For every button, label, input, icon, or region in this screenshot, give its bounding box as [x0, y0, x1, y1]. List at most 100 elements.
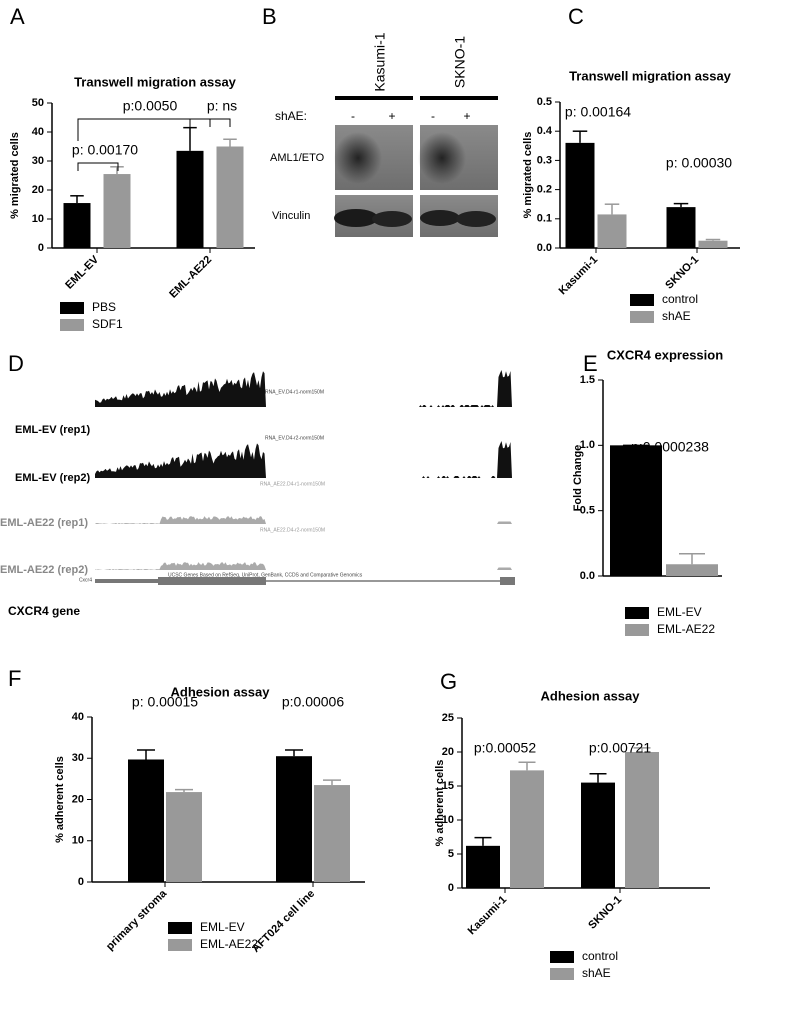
bar — [63, 203, 91, 248]
y-axis-title: % migrated cells — [522, 132, 534, 219]
y-tick-label: 20 — [72, 793, 84, 805]
annotation: p: 0.00170 — [72, 142, 138, 158]
y-axis-title: % migrated cells — [9, 132, 21, 219]
y-tick-label: 40 — [32, 126, 44, 138]
bar — [216, 146, 244, 248]
genome-tracks: EML-EV (rep1) EML-EV (rep2) EML-AE22 (re… — [0, 370, 515, 618]
bar — [597, 214, 627, 248]
blot: Kasumi-1 SKNO-1 shAE: - + - + AML1/ETO V… — [270, 32, 498, 237]
legend-swatch — [625, 624, 649, 636]
y-tick-label: 40 — [72, 711, 84, 723]
x-tick-label: AFT024 cell line — [250, 888, 317, 955]
x-tick-label: Kasumi-1 — [557, 254, 601, 298]
legend-label: EML-AE22 — [200, 937, 258, 951]
y-tick-label: 0.3 — [537, 154, 552, 166]
legend-label: EML-EV — [657, 605, 702, 619]
chart-title: Adhesion assay — [541, 688, 641, 703]
bracket — [77, 118, 211, 141]
y-axis-title: % adherent cells — [434, 760, 446, 847]
band — [418, 132, 466, 184]
bar — [581, 782, 615, 888]
x-tick-label: EML-AE22 — [167, 254, 214, 301]
chart-title: Transwell migration assay — [569, 68, 732, 83]
track-label: EML-AE22 (rep2) — [0, 564, 88, 576]
band — [420, 210, 460, 226]
x-tick-label: SKNO-1 — [586, 894, 624, 932]
band — [372, 211, 412, 227]
y-axis-title: % adherent cells — [54, 756, 66, 843]
legend-swatch — [168, 939, 192, 951]
coverage-track — [95, 516, 515, 524]
bar — [103, 174, 131, 248]
annotation: p: ns — [207, 98, 237, 114]
track-label: EML-EV (rep2) — [15, 472, 91, 484]
panel-letter: G — [440, 669, 457, 694]
y-tick-label: 0.0 — [580, 570, 595, 582]
bar — [166, 792, 202, 882]
bracket — [189, 118, 231, 127]
track-name: RNA_AE22.D4-r1-norm150M — [260, 481, 325, 487]
chart-title: Adhesion assay — [171, 684, 271, 699]
annotation: p:0.00052 — [474, 740, 536, 756]
y-tick-label: 0.5 — [537, 96, 552, 108]
band — [334, 132, 382, 184]
band — [334, 209, 378, 227]
y-tick-label: 0.5 — [580, 505, 595, 517]
bracket — [77, 162, 119, 171]
bar — [666, 564, 718, 576]
gene-exon — [500, 577, 515, 585]
legend-swatch — [550, 968, 574, 980]
bar — [610, 445, 662, 576]
legend-swatch — [168, 922, 192, 934]
annotation: p: 0.00030 — [666, 155, 732, 171]
y-tick-label: 0.1 — [537, 213, 552, 225]
coverage-track — [95, 441, 515, 478]
y-tick-label: 1.5 — [580, 374, 595, 386]
y-tick-label: 20 — [442, 746, 454, 758]
x-tick-label: SKNO-1 — [663, 254, 701, 292]
annotation: p:0.00006 — [282, 694, 344, 710]
y-tick-label: 0 — [38, 242, 44, 254]
chart-title: CXCR4 expression — [607, 347, 723, 362]
legend-swatch — [625, 607, 649, 619]
legend-label: control — [662, 292, 698, 306]
legend-swatch — [630, 311, 654, 323]
band — [456, 211, 496, 227]
track-label: EML-AE22 (rep1) — [0, 517, 88, 529]
y-tick-label: 10 — [72, 835, 84, 847]
legend-swatch — [60, 302, 84, 314]
bar — [128, 759, 164, 882]
column-bar — [335, 96, 413, 100]
coverage-track — [95, 370, 515, 407]
gene-track-name: UCSC Genes Based on RefSeq, UniProt, Gen… — [168, 572, 363, 578]
legend-label: SDF1 — [92, 317, 123, 331]
y-tick-label: 20 — [32, 184, 44, 196]
panel-letter: A — [10, 4, 25, 29]
bar — [466, 845, 500, 888]
y-tick-label: 50 — [32, 97, 44, 109]
lane-label: - — [351, 109, 355, 123]
y-tick-label: 15 — [442, 780, 454, 792]
y-tick-label: 10 — [32, 213, 44, 225]
y-tick-label: 30 — [32, 155, 44, 167]
legend-label: shAE — [582, 966, 611, 980]
legend-swatch — [550, 951, 574, 963]
track-label: EML-EV (rep1) — [15, 424, 91, 436]
annotation: p:0.00721 — [589, 740, 651, 756]
annotation: p: 0.00164 — [565, 104, 631, 120]
annotation: p:0.0050 — [123, 98, 178, 114]
y-tick-label: 25 — [442, 712, 454, 724]
coverage-track — [95, 562, 515, 570]
y-axis-title: Fold Change — [572, 445, 584, 512]
y-tick-label: 0.2 — [537, 184, 552, 196]
x-tick-label: Kasumi-1 — [466, 894, 510, 938]
column-bar — [420, 96, 498, 100]
panel-letter: F — [8, 666, 21, 691]
x-tick-label: EML-EV — [63, 253, 101, 291]
y-tick-label: 10 — [442, 814, 454, 826]
bar — [698, 240, 728, 248]
y-tick-label: 0 — [448, 882, 454, 894]
track-name: RNA_AE22.D4-r2-norm150M — [260, 527, 325, 533]
x-tick-label: primary stroma — [104, 887, 170, 953]
